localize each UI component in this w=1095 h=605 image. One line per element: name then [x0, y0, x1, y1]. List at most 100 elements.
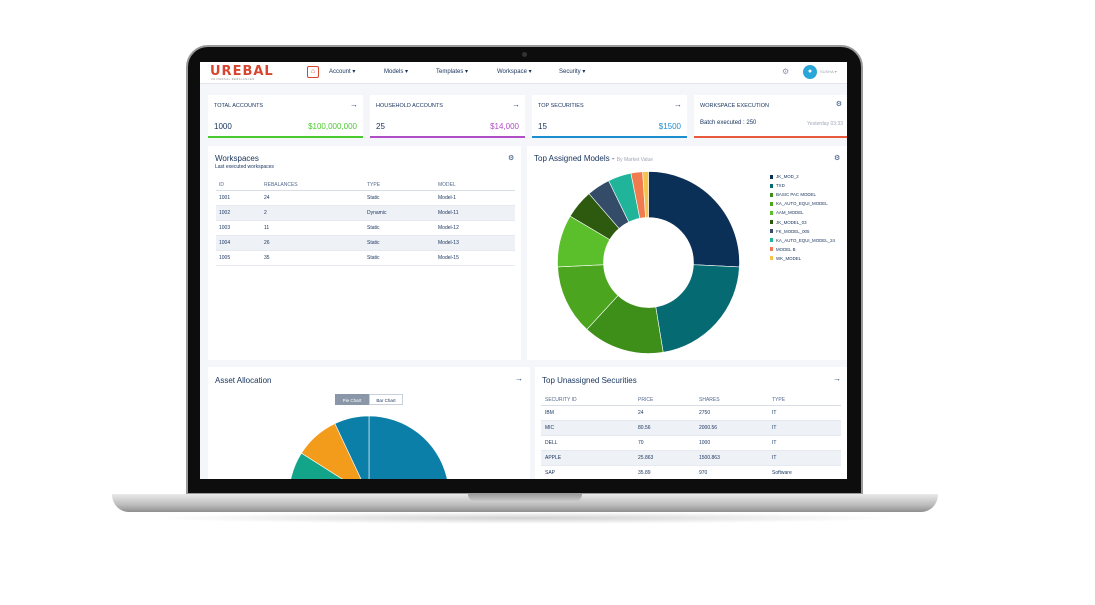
table-row[interactable]: 1001 24 Static Model-1: [216, 190, 515, 206]
pie-slice[interactable]: [334, 415, 370, 479]
column-header: PRICE: [638, 395, 699, 406]
legend-item[interactable]: BASIC PAC MODEL: [770, 192, 816, 197]
stat-card-household-accounts[interactable]: HOUSEHOLD ACCOUNTS → 25 $14,000: [370, 95, 525, 138]
legend-item[interactable]: MODEL B: [770, 247, 796, 252]
stat-count: 1000: [214, 122, 232, 131]
settings-gear-icon[interactable]: ⚙: [508, 155, 515, 162]
pie-slice[interactable]: [289, 452, 369, 479]
arrow-right-icon[interactable]: →: [350, 100, 358, 109]
workspaces-table: ID REBALANCES TYPE MODEL 1001 24 Static Mod…: [216, 180, 515, 266]
stat-title: HOUSEHOLD ACCOUNTS: [376, 103, 443, 109]
table-row[interactable]: MIC 80.56 2000.56 IT: [541, 420, 841, 436]
arrow-right-icon[interactable]: →: [674, 100, 682, 109]
legend-item[interactable]: FK_MODEL_005: [770, 229, 809, 234]
settings-gear-icon[interactable]: ⚙: [834, 155, 841, 162]
table-row[interactable]: IBM 24 2750 IT: [541, 405, 841, 421]
panel-title: Asset Allocation: [215, 376, 272, 385]
legend-swatch: [770, 174, 773, 179]
legend-item[interactable]: TXD: [770, 183, 785, 188]
legend-item[interactable]: KA_AUTO_EQUI_MODEL_24: [770, 238, 835, 243]
pie-chart-toggle[interactable]: Pie Chart: [335, 394, 369, 405]
legend-label: TXD: [776, 183, 785, 189]
nav-models[interactable]: Models ▾: [384, 69, 409, 75]
stat-title: TOTAL ACCOUNTS: [214, 103, 264, 109]
column-header: SHARES: [699, 395, 772, 406]
laptop-base: [112, 494, 938, 512]
column-header: TYPE: [772, 395, 841, 406]
table-row[interactable]: 1004 26 Static Model-13: [216, 235, 515, 251]
legend-item[interactable]: AAM_MODEL: [770, 210, 804, 215]
legend-swatch: [770, 247, 773, 252]
table-row[interactable]: 1003 11 Static Model-12: [216, 220, 515, 236]
stat-card-top-securities[interactable]: TOP SECURITIES → 15 $1500: [532, 95, 687, 138]
top-nav: UREBAL UNIVERSAL REBALANCER ⌂ Account ▾ …: [200, 62, 847, 84]
legend-label: FK_MODEL_005: [776, 228, 810, 234]
user-menu[interactable]: SUSHA ▾: [820, 69, 837, 74]
asset-allocation-pie-chart[interactable]: [288, 415, 450, 479]
panel-subtitle: Last executed workspaces: [215, 164, 274, 170]
legend-label: JK_MODEL_03: [776, 219, 807, 225]
nav-security[interactable]: Security ▾: [559, 69, 586, 75]
donut-slice[interactable]: [655, 264, 740, 353]
legend-swatch: [770, 201, 773, 206]
stat-card-total-accounts[interactable]: TOTAL ACCOUNTS → 1000 $100,000,000: [208, 95, 363, 138]
arrow-right-icon[interactable]: →: [833, 374, 841, 383]
legend-swatch: [770, 229, 773, 234]
app-logo[interactable]: UREBAL: [210, 64, 274, 79]
legend-item[interactable]: JK_MOD_2: [770, 174, 799, 179]
arrow-right-icon[interactable]: →: [515, 374, 523, 383]
top-unassigned-securities-panel: Top Unassigned Securities → SECURITY ID …: [535, 367, 847, 479]
app-screen: UREBAL UNIVERSAL REBALANCER ⌂ Account ▾ …: [200, 62, 847, 479]
stat-timestamp: Yesterday 03:33: [807, 121, 843, 127]
legend-label: BASIC PAC MODEL: [776, 192, 816, 198]
legend-item[interactable]: WK_MODEL: [770, 256, 801, 261]
panel-title: Top Unassigned Securities: [542, 376, 637, 385]
legend-label: KA_AUTO_EQUI_MODEL: [776, 201, 828, 207]
table-row[interactable]: APPLE 25.863 1500.863 IT: [541, 450, 841, 466]
bar-chart-toggle[interactable]: Bar Chart: [369, 394, 403, 405]
top-models-donut-chart[interactable]: [556, 170, 741, 355]
legend-swatch: [770, 220, 773, 224]
stat-card-workspace-execution[interactable]: WORKSPACE EXECUTION ⚙ Batch executed : 2…: [694, 95, 847, 138]
column-header: TYPE: [367, 180, 438, 191]
stat-value: $14,000: [490, 122, 519, 131]
table-row[interactable]: SAP 35.89 970 Software: [541, 465, 841, 479]
legend-item[interactable]: KA_AUTO_EQUI_MODEL: [770, 201, 828, 206]
stat-count: 15: [538, 122, 547, 131]
settings-gear-icon[interactable]: ⚙: [782, 67, 790, 76]
column-header: MODEL: [438, 180, 515, 191]
legend-item[interactable]: JK_MODEL_03: [770, 220, 807, 225]
donut-slice[interactable]: [648, 171, 740, 268]
legend-swatch: [770, 192, 773, 197]
panel-title: Top Assigned Models - By Market Value: [534, 154, 654, 163]
table-row[interactable]: 1005 35 Static Model-15: [216, 250, 515, 266]
column-header: SECURITY ID: [541, 395, 638, 406]
laptop-shadow: [150, 512, 900, 524]
legend-swatch: [770, 210, 773, 215]
stat-value: $100,000,000: [308, 122, 357, 131]
stat-accent-bar: [208, 136, 363, 138]
table-header-row: SECURITY ID PRICE SHARES TYPE: [541, 395, 841, 406]
arrow-right-icon[interactable]: →: [512, 100, 520, 109]
nav-account[interactable]: Account ▾: [329, 69, 356, 75]
unassigned-securities-table: SECURITY ID PRICE SHARES TYPE IBM 24 2750 I…: [541, 395, 841, 479]
home-icon[interactable]: ⌂: [307, 66, 319, 78]
app-logo-subtitle: UNIVERSAL REBALANCER: [211, 78, 255, 81]
camera-dot: [522, 52, 527, 57]
legend-label: KA_AUTO_EQUI_MODEL_24: [776, 237, 835, 243]
stat-count: 25: [376, 122, 385, 131]
nav-workspace[interactable]: Workspace ▾: [497, 69, 532, 75]
table-row[interactable]: DELL 70 1000 IT: [541, 435, 841, 451]
pie-slice[interactable]: [368, 415, 449, 479]
user-avatar-icon[interactable]: ●: [803, 65, 817, 79]
stat-value: $1500: [658, 122, 681, 131]
laptop-notch: [468, 494, 582, 502]
settings-gear-icon[interactable]: ⚙: [835, 101, 842, 108]
table-row[interactable]: 1002 2 Dynamic Model-11: [216, 205, 515, 221]
panel-title: Workspaces: [215, 154, 259, 163]
column-header: ID: [216, 180, 264, 191]
stat-accent-bar: [694, 136, 847, 138]
donut-slice[interactable]: [642, 171, 649, 218]
stat-accent-bar: [532, 136, 687, 138]
nav-templates[interactable]: Templates ▾: [436, 69, 469, 75]
